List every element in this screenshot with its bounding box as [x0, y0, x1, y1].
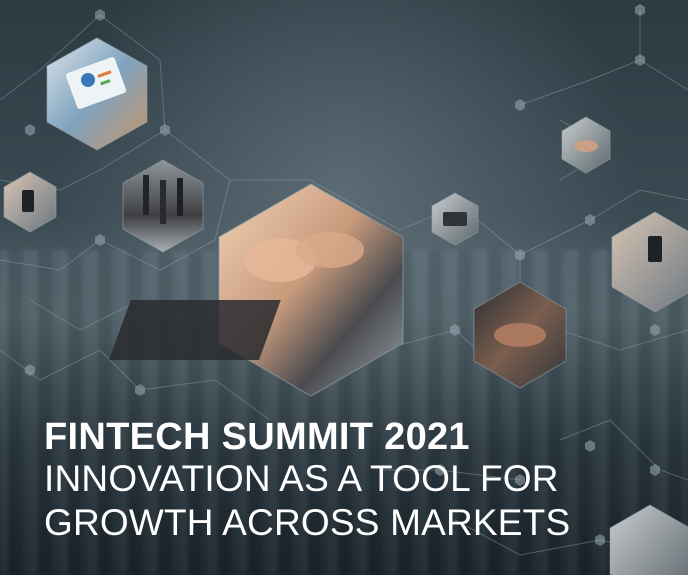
- corner-photo-bottom-right: [609, 504, 688, 575]
- desk-phone-photo: [431, 192, 479, 246]
- headline-title: FINTECH SUMMIT 2021: [44, 416, 470, 458]
- laptop-typing-photo: [108, 183, 404, 397]
- handshake-photo: [561, 116, 611, 174]
- smartphone-photo: [3, 171, 57, 233]
- hand-holding-phone-photo: [611, 211, 688, 313]
- business-people-walking-photo: [122, 159, 204, 253]
- network-nodes: [25, 4, 660, 546]
- headline-subtitle-line-1: INNOVATION AS A TOOL FOR: [44, 458, 559, 499]
- headline-subtitle-line-2: GROWTH ACROSS MARKETS: [44, 502, 571, 543]
- team-hands-stack-photo: [473, 281, 567, 389]
- headline: FINTECH SUMMIT 2021 INNOVATION AS A TOOL…: [44, 418, 664, 548]
- tablet-chart-photo: [46, 37, 148, 151]
